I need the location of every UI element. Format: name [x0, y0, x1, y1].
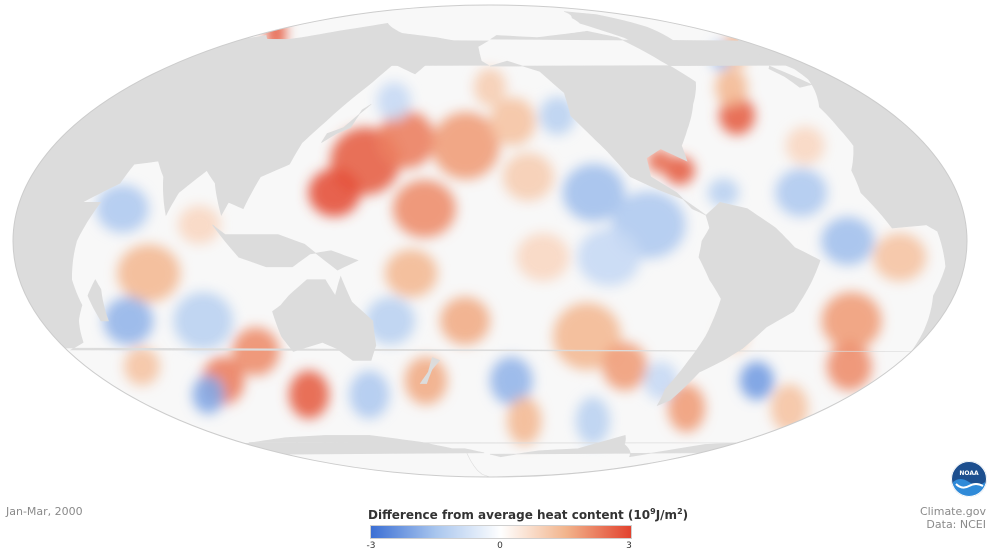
legend: Difference from average heat content (10…: [366, 507, 689, 551]
anomaly-patch: [377, 110, 435, 169]
land-layer: [13, 11, 967, 477]
globe-outline: [12, 4, 968, 478]
legend-color-bar: [370, 525, 632, 539]
svg-text:NOAA: NOAA: [959, 470, 979, 477]
credit-site: Climate.gov: [919, 505, 986, 518]
anomaly-patch: [308, 168, 361, 217]
land-south-america: [656, 201, 821, 407]
anomaly-patch: [431, 112, 500, 180]
anomaly-patch: [667, 384, 706, 433]
land-new-zealand: [419, 357, 441, 384]
anomaly-patch: [507, 396, 542, 445]
anomaly-patch: [516, 233, 570, 282]
anomaly-patch: [178, 205, 221, 245]
noaa-logo-icon: NOAA: [951, 461, 987, 497]
legend-title-close: ): [682, 508, 689, 522]
legend-title-exp: 9: [650, 507, 656, 516]
anomaly-patch: [715, 68, 748, 107]
anomaly-patch: [232, 327, 280, 376]
anomaly-patch: [192, 375, 225, 414]
anomaly-patch: [785, 126, 825, 165]
anomaly-patch: [539, 96, 576, 135]
anomaly-patch: [96, 184, 149, 233]
legend-title-text: Difference from average heat content (10: [368, 508, 651, 522]
anomaly-patch: [123, 347, 160, 386]
anomaly-patch: [440, 296, 490, 345]
land-iceland: [696, 46, 721, 52]
anomaly-patch: [770, 384, 809, 433]
anomaly-patch: [553, 302, 621, 370]
land-greenland: [564, 11, 688, 62]
anomaly-patch: [775, 168, 828, 217]
anomaly-patch: [490, 356, 533, 405]
anomaly-patch: [602, 342, 648, 391]
anomaly-patch: [384, 249, 438, 298]
anomaly-patch: [739, 361, 775, 400]
anomaly-patch: [707, 178, 740, 208]
anomaly-patch: [647, 149, 673, 174]
anomaly-patch: [376, 82, 411, 121]
anomaly-patch: [826, 342, 872, 391]
heat-content-map: [12, 4, 968, 478]
land-japan: [321, 103, 372, 143]
anomaly-patch: [502, 152, 554, 201]
legend-mid-label: 0: [497, 541, 503, 551]
anomaly-patch: [473, 68, 507, 107]
anomaly-patch: [821, 292, 882, 350]
legend-min-label: -3: [366, 541, 376, 551]
anomaly-layer: [96, 14, 927, 445]
credit-data-source: Data: NCEI: [926, 518, 986, 531]
anomaly-patch: [490, 97, 536, 146]
anomaly-patch: [577, 228, 641, 286]
anomaly-patch: [349, 370, 390, 419]
land-indonesia: [212, 224, 359, 271]
period-label: Jan-Mar, 2000: [6, 505, 83, 518]
anomaly-patch: [288, 370, 330, 419]
legend-title: Difference from average heat content (10…: [368, 507, 688, 522]
anomaly-patch: [873, 233, 927, 282]
legend-max-label: 3: [626, 541, 632, 551]
legend-title-unit-exp: 2: [677, 507, 683, 516]
anomaly-patch: [562, 163, 625, 222]
anomaly-patch: [575, 396, 611, 445]
credits: Climate.gov Data: NCEI: [920, 505, 986, 531]
land-madagascar: [87, 279, 109, 322]
anomaly-patch: [664, 156, 695, 185]
anomaly-patch: [117, 244, 181, 303]
land-australia: [272, 275, 377, 361]
legend-title-unit: J/m: [655, 508, 678, 522]
land-uk: [768, 65, 813, 88]
legend-ticks: -3 0 3: [366, 539, 632, 551]
anomaly-patch: [821, 217, 875, 265]
anomaly-patch: [173, 292, 234, 350]
anomaly-patch: [392, 179, 456, 238]
anomaly-patch: [365, 296, 416, 345]
land-north-america: [489, 30, 809, 216]
anomaly-patch: [103, 296, 154, 345]
